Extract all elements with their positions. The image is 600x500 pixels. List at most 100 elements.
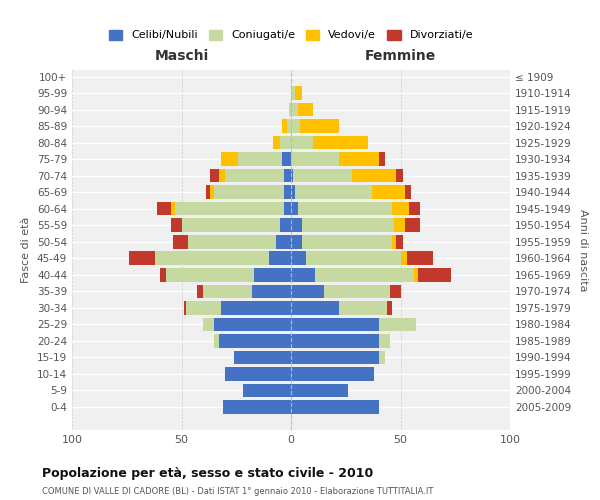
Bar <box>291 252 407 265</box>
Text: Popolazione per età, sesso e stato civile - 2010: Popolazione per età, sesso e stato civil… <box>42 468 373 480</box>
Bar <box>291 252 307 265</box>
Bar <box>291 384 348 397</box>
Bar <box>291 186 372 199</box>
Bar <box>166 268 291 281</box>
Bar <box>291 350 379 364</box>
Bar <box>197 284 291 298</box>
Bar <box>291 318 379 331</box>
Bar <box>291 367 374 380</box>
Bar <box>291 202 392 215</box>
Bar <box>243 384 291 397</box>
Bar <box>291 318 416 331</box>
Bar <box>203 318 291 331</box>
Bar <box>291 152 385 166</box>
Bar <box>291 218 420 232</box>
Bar <box>184 301 291 314</box>
Bar <box>157 202 291 215</box>
Bar <box>243 384 291 397</box>
Bar <box>223 400 291 413</box>
Bar <box>223 400 291 413</box>
Bar <box>186 301 291 314</box>
Bar <box>291 318 416 331</box>
Bar <box>274 136 291 149</box>
Bar <box>291 120 339 133</box>
Bar <box>269 252 291 265</box>
Bar <box>214 334 291 347</box>
Bar <box>291 169 352 182</box>
Bar <box>210 169 291 182</box>
Bar <box>291 103 313 117</box>
Bar <box>291 202 298 215</box>
Bar <box>254 268 291 281</box>
Bar <box>291 268 451 281</box>
Bar <box>226 367 291 380</box>
Bar <box>291 152 379 166</box>
Bar <box>223 400 291 413</box>
Bar <box>291 169 403 182</box>
Bar <box>291 268 413 281</box>
Bar <box>214 334 291 347</box>
Bar <box>291 202 409 215</box>
Bar <box>291 218 405 232</box>
Bar <box>129 252 291 265</box>
Bar <box>291 384 348 397</box>
Bar <box>284 202 291 215</box>
Bar <box>221 152 291 166</box>
Bar <box>166 268 291 281</box>
Bar <box>291 235 302 248</box>
Bar <box>188 235 291 248</box>
Bar <box>291 186 295 199</box>
Bar <box>291 218 394 232</box>
Bar <box>234 350 291 364</box>
Text: Femmine: Femmine <box>365 50 436 64</box>
Bar <box>186 301 291 314</box>
Bar <box>219 334 291 347</box>
Bar <box>221 301 291 314</box>
Bar <box>238 152 291 166</box>
Bar <box>155 252 291 265</box>
Bar <box>291 218 302 232</box>
Bar <box>291 350 385 364</box>
Bar <box>291 268 315 281</box>
Bar <box>214 318 291 331</box>
Bar <box>291 202 420 215</box>
Bar <box>291 334 389 347</box>
Bar <box>219 169 291 182</box>
Bar <box>274 136 291 149</box>
Bar <box>291 235 392 248</box>
Bar <box>291 334 379 347</box>
Bar <box>291 301 388 314</box>
Bar <box>291 350 385 364</box>
Bar <box>287 120 291 133</box>
Bar <box>282 120 291 133</box>
Bar <box>182 218 291 232</box>
Bar <box>223 400 291 413</box>
Bar <box>291 120 339 133</box>
Bar <box>275 235 291 248</box>
Bar <box>284 186 291 199</box>
Bar <box>291 301 388 314</box>
Bar <box>291 400 379 413</box>
Bar <box>291 235 403 248</box>
Bar <box>243 384 291 397</box>
Bar <box>291 284 324 298</box>
Bar <box>282 152 291 166</box>
Bar <box>289 103 291 117</box>
Y-axis label: Fasce di età: Fasce di età <box>22 217 31 283</box>
Bar <box>234 350 291 364</box>
Bar <box>170 218 291 232</box>
Bar <box>291 334 389 347</box>
Bar <box>291 367 374 380</box>
Bar <box>182 218 291 232</box>
Bar <box>291 186 412 199</box>
Bar <box>226 367 291 380</box>
Bar <box>203 318 291 331</box>
Bar <box>291 103 313 117</box>
Bar <box>251 284 291 298</box>
Bar <box>291 268 418 281</box>
Bar <box>243 384 291 397</box>
Bar <box>221 152 291 166</box>
Bar <box>291 86 302 100</box>
Bar <box>160 268 291 281</box>
Text: Maschi: Maschi <box>154 50 209 64</box>
